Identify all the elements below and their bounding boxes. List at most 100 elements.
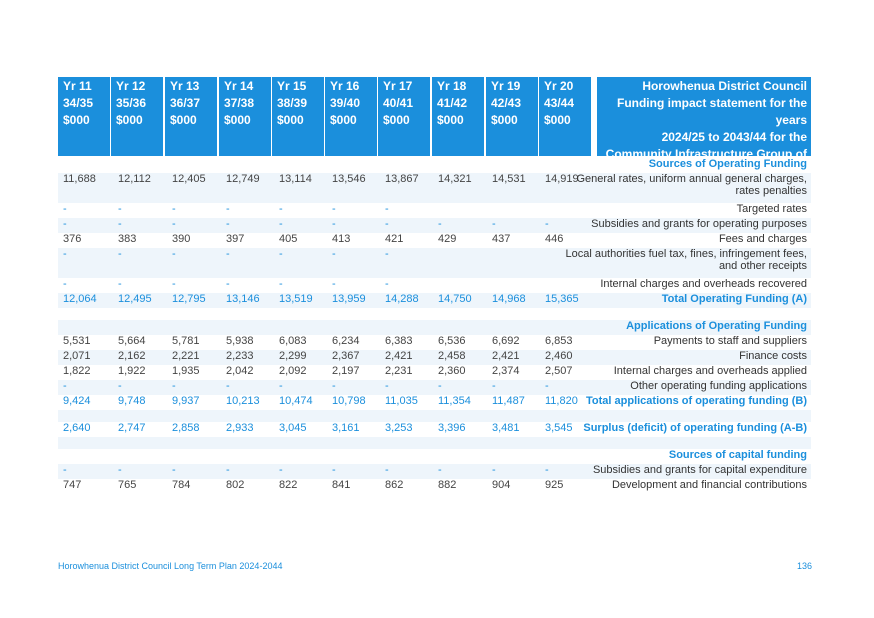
table-row: 2,071 2,162 2,221 2,233 2,299 2,367 2,421 2,458… — [58, 350, 811, 365]
total-row: 12,064 12,495 12,795 13,146 13,519 13,959 14,2… — [58, 293, 811, 308]
value-cell: 2,197 — [332, 365, 360, 377]
value-cell: - — [63, 203, 67, 215]
value-cell: 376 — [63, 233, 82, 245]
value-cell: 802 — [226, 479, 245, 491]
value-cell: - — [279, 380, 283, 392]
year-header-yr: Yr 12 — [116, 79, 146, 93]
value-cell: 6,536 — [438, 335, 466, 347]
value-cell: 3,481 — [492, 422, 520, 434]
year-column-header: Yr 12 35/36 $000 — [111, 77, 163, 156]
year-header-unit: $000 — [330, 113, 357, 127]
value-cell: 3,253 — [385, 422, 413, 434]
value-cell: 2,374 — [492, 365, 520, 377]
value-cell: 3,161 — [332, 422, 360, 434]
value-cell: - — [279, 203, 283, 215]
year-header-yr: Yr 20 — [544, 79, 574, 93]
value-cell: - — [385, 278, 389, 290]
table-row: - - - - - - - - - - Subsidies and grants for capit… — [58, 464, 811, 479]
value-cell: 2,071 — [63, 350, 91, 362]
row-label-line: Internal charges and overheads applied — [613, 365, 807, 377]
table-row: - - - - - - - - - - Other operating funding applic… — [58, 380, 811, 395]
value-cell: 5,531 — [63, 335, 91, 347]
year-header-unit: $000 — [116, 113, 143, 127]
row-label: Internal charges and overheads recovered — [600, 278, 807, 290]
title-line: Funding impact statement for the years — [616, 96, 807, 127]
value-cell: - — [332, 218, 336, 230]
value-cell: - — [226, 278, 230, 290]
value-cell: 3,396 — [438, 422, 466, 434]
value-cell: 11,820 — [545, 395, 578, 407]
value-cell: 3,545 — [545, 422, 573, 434]
value-cell: - — [172, 203, 176, 215]
section-heading: Applications of Operating Funding — [626, 320, 807, 332]
value-cell: 1,935 — [172, 365, 200, 377]
value-cell: 2,858 — [172, 422, 200, 434]
spacer-row — [58, 308, 811, 320]
title-line: Horowhenua District Council — [642, 79, 807, 93]
value-cell: 11,487 — [492, 395, 525, 407]
row-label-line: Local authorities fuel tax, fines, infri… — [565, 248, 807, 260]
value-cell: - — [332, 464, 336, 476]
value-cell: - — [172, 218, 176, 230]
row-label: Surplus (deficit) of operating funding (… — [583, 422, 807, 434]
value-cell: - — [118, 248, 122, 260]
row-label-line: Payments to staff and suppliers — [653, 335, 807, 347]
year-header-yr: Yr 17 — [383, 79, 413, 93]
value-cell: - — [492, 464, 496, 476]
value-cell: 14,531 — [492, 173, 526, 185]
year-header-period: 38/39 — [277, 96, 308, 110]
row-label: Targeted rates — [737, 203, 807, 215]
value-cell: 2,421 — [385, 350, 413, 362]
value-cell: 1,922 — [118, 365, 146, 377]
value-cell: - — [545, 380, 549, 392]
year-header-period: 42/43 — [491, 96, 522, 110]
year-column-header: Yr 20 43/44 $000 — [539, 77, 591, 156]
year-header-period: 41/42 — [437, 96, 468, 110]
value-cell: 446 — [545, 233, 564, 245]
value-cell: 862 — [385, 479, 404, 491]
value-cell: 2,231 — [385, 365, 413, 377]
year-header-yr: Yr 15 — [277, 79, 307, 93]
value-cell: 13,959 — [332, 293, 366, 305]
value-cell: - — [279, 464, 283, 476]
year-header-period: 40/41 — [383, 96, 414, 110]
title-line: 2024/25 to 2043/44 for the — [661, 130, 807, 144]
value-cell: 15,365 — [545, 293, 579, 305]
value-cell: 13,867 — [385, 173, 419, 185]
value-cell: - — [172, 380, 176, 392]
value-cell: 3,045 — [279, 422, 307, 434]
year-header-yr: Yr 19 — [491, 79, 521, 93]
value-cell: - — [492, 380, 496, 392]
value-cell: 925 — [545, 479, 564, 491]
row-label-line: Finance costs — [739, 350, 807, 362]
year-column-header: Yr 17 40/41 $000 — [378, 77, 430, 156]
year-header-period: 43/44 — [544, 96, 575, 110]
year-header-unit: $000 — [544, 113, 571, 127]
total-row: 9,424 9,748 9,937 10,213 10,474 10,798 11,035 1… — [58, 395, 811, 410]
row-label-line: Development and financial contributions — [611, 479, 807, 491]
value-cell: 904 — [492, 479, 511, 491]
section-heading: Sources of Operating Funding — [648, 158, 807, 170]
year-column-header: Yr 19 42/43 $000 — [486, 77, 538, 156]
row-label-line: Fees and charges — [718, 233, 807, 245]
year-header-period: 37/38 — [224, 96, 255, 110]
statement-title: Horowhenua District Council Funding impa… — [597, 77, 811, 178]
value-cell: 12,405 — [172, 173, 206, 185]
page-number: 136 — [797, 561, 813, 571]
spacer-row — [58, 437, 811, 449]
year-header-unit: $000 — [277, 113, 304, 127]
value-cell: 2,421 — [492, 350, 520, 362]
value-cell: 5,664 — [118, 335, 146, 347]
value-cell: - — [545, 218, 549, 230]
year-column-header: Yr 18 41/42 $000 — [432, 77, 484, 156]
table-row: - - - - - - - Local authorities fuel tax, fines… — [58, 248, 811, 278]
value-cell: 13,519 — [279, 293, 313, 305]
value-cell: 5,938 — [226, 335, 254, 347]
value-cell: 6,692 — [492, 335, 520, 347]
year-header-period: 39/40 — [330, 96, 361, 110]
value-cell: 10,474 — [279, 395, 313, 407]
total-row: 2,640 2,747 2,858 2,933 3,045 3,161 3,253 3,396… — [58, 422, 811, 437]
year-header-unit: $000 — [491, 113, 518, 127]
value-cell: 5,781 — [172, 335, 200, 347]
